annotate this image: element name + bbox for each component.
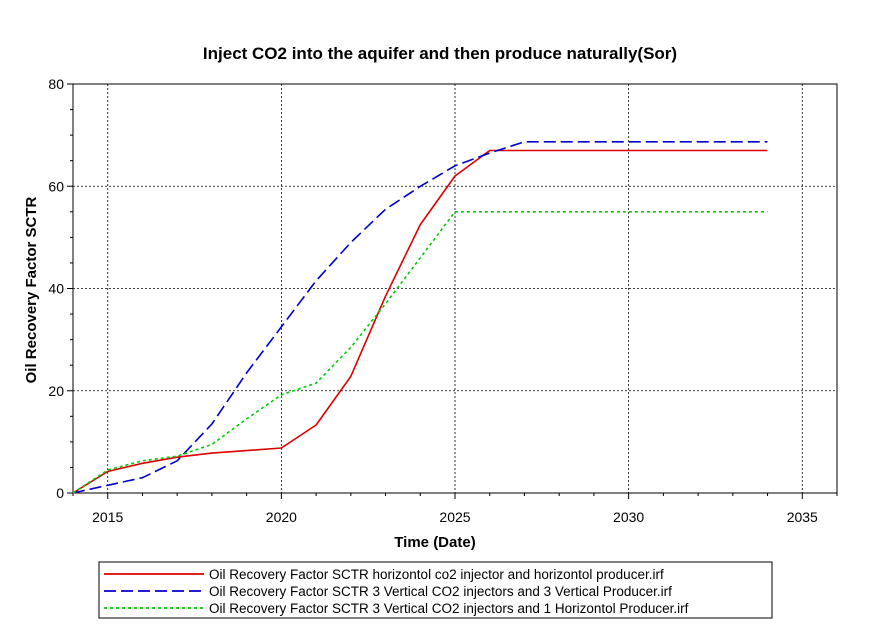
y-tick-label: 60 <box>48 178 64 194</box>
x-tick-label: 2015 <box>92 509 123 525</box>
series-line-0 <box>72 149 768 494</box>
x-axis-label: Time (Date) <box>394 534 475 551</box>
grid <box>73 84 837 493</box>
legend-label: Oil Recovery Factor SCTR 3 Vertical CO2 … <box>209 601 689 616</box>
legend-item: Oil Recovery Factor SCTR 3 Vertical CO2 … <box>104 584 672 599</box>
series-line-1 <box>72 141 768 494</box>
y-tick-label: 0 <box>56 485 64 501</box>
x-tick-label: 2030 <box>613 509 644 525</box>
legend-box <box>98 561 773 619</box>
y-tick-label: 80 <box>48 76 64 92</box>
series-line-2 <box>72 211 768 494</box>
x-tick-label: 2025 <box>439 509 470 525</box>
x-tick-label: 2020 <box>266 509 297 525</box>
legend: Oil Recovery Factor SCTR horizontol co2 … <box>98 561 773 619</box>
y-axis-label: Oil Recovery Factor SCTR <box>23 196 40 383</box>
legend-item: Oil Recovery Factor SCTR 3 Vertical CO2 … <box>104 601 689 616</box>
legend-item: Oil Recovery Factor SCTR horizontol co2 … <box>104 567 664 582</box>
chart-title: Inject CO2 into the aquifer and then pro… <box>203 44 677 63</box>
y-tick-label: 20 <box>48 383 64 399</box>
axis-ticks: 2015 2020 2025 2030 2035 0 20 40 60 80 <box>48 76 838 525</box>
x-tick-label: 2035 <box>787 509 818 525</box>
legend-label: Oil Recovery Factor SCTR horizontol co2 … <box>209 567 664 582</box>
y-tick-label: 40 <box>48 281 64 297</box>
legend-label: Oil Recovery Factor SCTR 3 Vertical CO2 … <box>209 584 672 599</box>
series-layer <box>72 141 768 494</box>
